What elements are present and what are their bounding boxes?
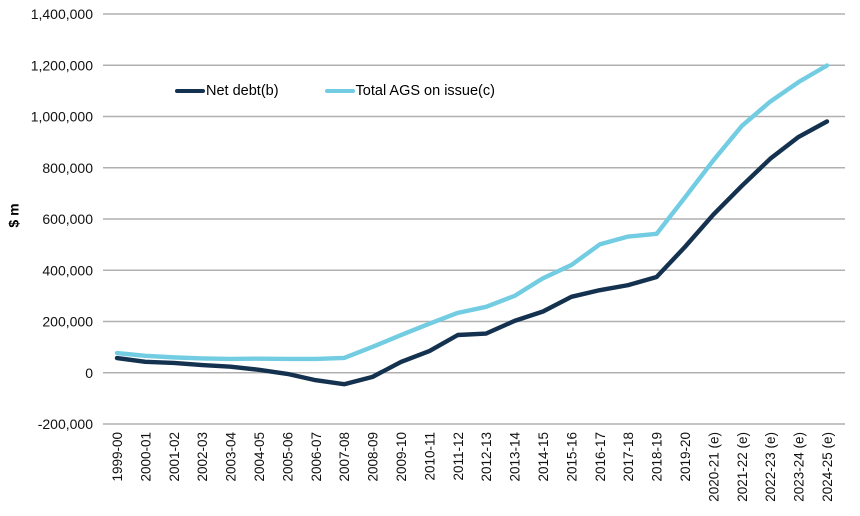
- legend-label: Total AGS on issue(c): [355, 83, 495, 99]
- x-tick-label: 2022-23 (e): [763, 432, 778, 502]
- x-tick-label: 2003-04: [224, 432, 239, 482]
- x-tick-label: 2014-15: [536, 432, 551, 482]
- y-tick-label: 1,200,000: [31, 57, 93, 73]
- x-tick-label: 2021-22 (e): [735, 432, 750, 502]
- x-tick-label: 2002-03: [195, 432, 210, 482]
- series-line-total-ags-on-issue-c-: [114, 63, 830, 362]
- x-tick-label: 2006-07: [309, 432, 324, 482]
- x-tick-label: 2004-05: [252, 432, 267, 482]
- y-tick-label: 200,000: [42, 314, 93, 330]
- x-tick-label: 2016-17: [593, 432, 608, 482]
- x-tick-label: 2008-09: [366, 432, 381, 482]
- x-tick-label: 2009-10: [394, 432, 409, 482]
- x-tick-label: 2011-12: [451, 432, 466, 481]
- y-tick-label: 600,000: [42, 211, 93, 227]
- x-tick-label: 2012-13: [479, 432, 494, 482]
- legend-item-net-debt-b-: Net debt(b): [175, 83, 279, 99]
- x-tick-label: 2020-21 (e): [706, 432, 721, 502]
- x-tick-label: 2010-11: [422, 432, 437, 481]
- x-tick-label: 2023-24 (e): [792, 432, 807, 502]
- y-axis-title: $ m: [5, 203, 22, 228]
- x-tick-label: 1999-00: [110, 432, 125, 482]
- y-tick-label: 800,000: [42, 160, 93, 176]
- y-tick-label: -200,000: [38, 416, 93, 432]
- x-tick-label: 2017-18: [621, 432, 636, 482]
- legend-item-total-ags-on-issue-c-: Total AGS on issue(c): [324, 83, 495, 99]
- y-tick-label: 1,000,000: [31, 109, 93, 125]
- gridlines-and-yticks: -200,000 0 200,000 400,000 600,000 800,000 1,0…: [31, 6, 845, 432]
- x-tick-label: 2024-25 (e): [820, 432, 835, 502]
- legend: Net debt(b) Total AGS on issue(c): [175, 83, 495, 99]
- y-tick-label: 0: [85, 365, 93, 381]
- x-tick-labels: 1999-00 2000-01 2001-02 2002-03 2003-04 2004-…: [110, 432, 835, 502]
- x-tick-label: 2001-02: [167, 432, 182, 482]
- x-tick-label: 2019-20: [678, 432, 693, 482]
- legend-swatch: [324, 89, 355, 93]
- x-tick-label: 2013-14: [508, 432, 523, 482]
- legend-label: Net debt(b): [206, 83, 279, 99]
- legend-swatch: [175, 89, 205, 93]
- x-tick-label: 2015-16: [564, 432, 579, 482]
- x-tick-label: 2007-08: [337, 432, 352, 482]
- x-tick-label: 2000-01: [138, 432, 153, 482]
- y-tick-label: 400,000: [42, 262, 93, 278]
- x-tick-label: 2018-19: [650, 432, 665, 482]
- series-line-net-debt-b-: [114, 119, 830, 387]
- series-lines: [114, 63, 830, 387]
- y-tick-label: 1,400,000: [31, 6, 93, 22]
- x-tick-label: 2005-06: [280, 432, 295, 482]
